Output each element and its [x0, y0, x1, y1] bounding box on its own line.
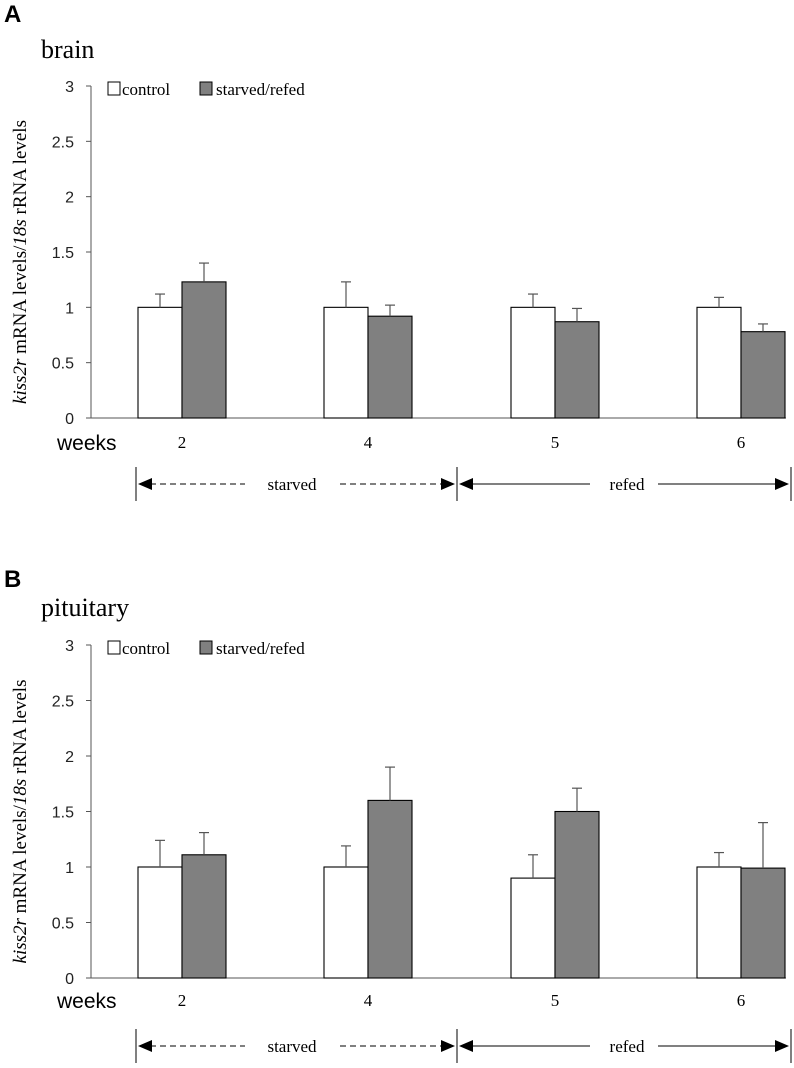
- x-tick-label: 4: [364, 433, 373, 452]
- arrowhead-left: [138, 1040, 152, 1052]
- phase-label-refed: refed: [610, 475, 645, 494]
- arrowhead-right: [441, 478, 455, 490]
- bar-control-week-2: [137, 866, 183, 979]
- legend-swatch-control: [107, 81, 121, 96]
- bar-starved-refed-week-6: [740, 331, 786, 419]
- bar-control-week-6: [696, 306, 742, 419]
- bar-control-week-5: [510, 877, 556, 979]
- y-label-gene: kiss2r: [10, 358, 31, 404]
- chart-title: brain: [41, 35, 94, 64]
- y-label-ref: 18s: [10, 219, 31, 245]
- y-label-gene: kiss2r: [10, 917, 31, 963]
- y-label-tail: rRNA levels: [10, 680, 31, 779]
- bar-starved-refed-week-5: [554, 321, 600, 419]
- legend: control starved/refed: [107, 639, 305, 658]
- arrowhead-right: [441, 1040, 455, 1052]
- y-tick-label: 2: [65, 749, 74, 766]
- y-tick-label: 2.5: [52, 694, 74, 711]
- y-tick-label: 3: [65, 638, 74, 655]
- phase-annotations: starved refed: [135, 1029, 792, 1063]
- phase-label-starved: starved: [267, 475, 317, 494]
- x-tick-label: 2: [178, 433, 187, 452]
- phase-label-starved: starved: [267, 1037, 317, 1056]
- bar-control-week-5: [510, 306, 556, 419]
- y-tick-label: 1: [65, 860, 74, 877]
- panel-letter: A: [4, 1, 21, 28]
- bar-control-week-2: [137, 306, 183, 419]
- y-tick-label: 1.5: [52, 245, 74, 262]
- bar-starved-refed-week-4: [367, 799, 413, 979]
- legend-swatch-control: [107, 640, 121, 655]
- bar-control-week-6: [696, 866, 742, 979]
- arrowhead-left: [138, 478, 152, 490]
- arrowhead-left: [459, 1040, 473, 1052]
- y-tick-label: 0: [65, 971, 74, 988]
- bar-control-week-4: [323, 866, 369, 979]
- x-tick-label: 4: [364, 991, 373, 1010]
- x-tick-label: 5: [551, 991, 560, 1010]
- x-axis-label: weeks: [56, 990, 117, 1013]
- legend-label-starved-refed: starved/refed: [216, 80, 305, 99]
- legend-swatch-starved-refed: [199, 81, 213, 96]
- x-tick-label: 6: [737, 991, 746, 1010]
- bar-starved-refed-week-5: [554, 810, 600, 979]
- legend-label-control: control: [122, 80, 170, 99]
- bar-starved-refed-week-4: [367, 315, 413, 419]
- legend-swatch-starved-refed: [199, 640, 213, 655]
- y-tick-label: 1.5: [52, 805, 74, 822]
- x-axis-label: weeks: [56, 432, 117, 455]
- phase-label-refed: refed: [610, 1037, 645, 1056]
- bar-starved-refed-week-2: [181, 281, 227, 419]
- y-tick-label: 1: [65, 300, 74, 317]
- y-label-tail: rRNA levels: [10, 120, 31, 219]
- y-axis-label: kiss2r mRNA levels/18s rRNA levels: [10, 680, 31, 964]
- panel-letter: B: [4, 566, 21, 593]
- bar-starved-refed-week-6: [740, 867, 786, 979]
- y-label-mid: mRNA levels/: [10, 804, 31, 918]
- bar-control-week-4: [323, 306, 369, 419]
- y-tick-label: 0: [65, 411, 74, 428]
- y-tick-label: 2: [65, 190, 74, 207]
- chart-title: pituitary: [41, 593, 129, 622]
- arrowhead-right: [775, 478, 789, 490]
- x-tick-label: 6: [737, 433, 746, 452]
- phase-annotations: starved refed: [135, 467, 792, 501]
- bar-starved-refed-week-2: [181, 854, 227, 979]
- legend: control starved/refed: [107, 80, 305, 99]
- y-tick-label: 2.5: [52, 134, 74, 151]
- arrowhead-right: [775, 1040, 789, 1052]
- arrowhead-left: [459, 478, 473, 490]
- y-label-ref: 18s: [10, 779, 31, 805]
- y-axis-label: kiss2r mRNA levels/18s rRNA levels: [10, 120, 31, 404]
- x-tick-label: 5: [551, 433, 560, 452]
- y-tick-label: 0.5: [52, 356, 74, 373]
- x-tick-label: 2: [178, 991, 187, 1010]
- y-label-mid: mRNA levels/: [10, 245, 31, 359]
- y-tick-label: 3: [65, 79, 74, 96]
- legend-label-starved-refed: starved/refed: [216, 639, 305, 658]
- y-tick-label: 0.5: [52, 916, 74, 933]
- legend-label-control: control: [122, 639, 170, 658]
